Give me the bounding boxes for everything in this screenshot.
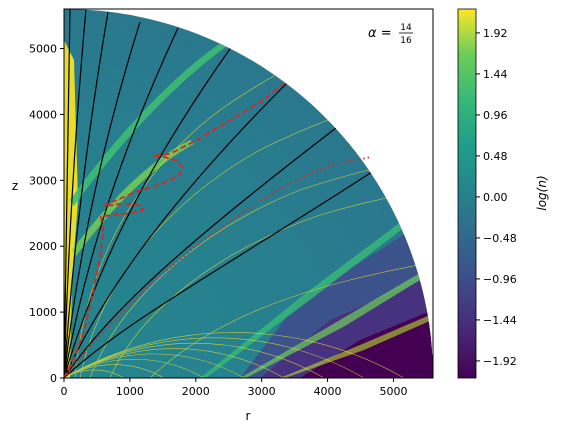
- x-tick-label: 5000: [379, 385, 407, 398]
- colorbar-tick-label: −0.48: [483, 232, 517, 245]
- x-tick-label: 0: [61, 385, 68, 398]
- y-tick-label: 4000: [29, 108, 57, 121]
- colorbar-tick-label: 0.48: [483, 150, 508, 163]
- red-dashed-streamline: [63, 80, 288, 379]
- alpha-annotation: α = 14 16: [368, 23, 413, 46]
- x-axis-label: r: [246, 409, 251, 423]
- colorbar-tick-label: 0.96: [483, 109, 508, 122]
- equatorial-band-3: [280, 315, 432, 378]
- alpha-denominator: 16: [400, 36, 412, 46]
- y-axis-label: z: [12, 179, 18, 193]
- y-axis-ticks: 0 1000 2000 3000 4000 5000: [29, 43, 64, 385]
- colorbar-tick-label: −1.92: [483, 355, 517, 368]
- colorbar-ticks: 1.92 1.44 0.96 0.48 0.00 −0.48 −0.96 −1.44 −1.92: [476, 27, 517, 368]
- red-dotted-streamline: [63, 156, 371, 379]
- jet-shell-band: [70, 40, 230, 206]
- x-axis-ticks: 0 1000 2000 3000 4000 5000: [61, 378, 407, 398]
- x-tick-label: 4000: [314, 385, 342, 398]
- equatorial-band-1: [200, 215, 414, 378]
- series-layer: [63, 80, 371, 379]
- alpha-numerator: 14: [400, 23, 412, 33]
- colorbar-tick-label: −0.96: [483, 273, 517, 286]
- colorbar: [457, 8, 477, 379]
- x-tick-label: 2000: [182, 385, 210, 398]
- y-tick-label: 5000: [29, 43, 57, 56]
- alpha-prefix: α =: [368, 26, 392, 41]
- colorbar-tick-label: 0.00: [483, 191, 508, 204]
- y-tick-label: 0: [50, 372, 57, 385]
- colorbar-tick-label: 1.92: [483, 27, 508, 40]
- y-tick-label: 3000: [29, 174, 57, 187]
- colorbar-tick-label: −1.44: [483, 314, 517, 327]
- y-tick-label: 2000: [29, 240, 57, 253]
- x-tick-label: 1000: [116, 385, 144, 398]
- equatorial-band-2: [240, 270, 428, 378]
- axes-frame: [63, 8, 434, 379]
- colorbar-label: log(n): [535, 175, 549, 210]
- y-tick-label: 1000: [29, 306, 57, 319]
- x-tick-label: 3000: [248, 385, 276, 398]
- field-lines: [64, 9, 373, 378]
- colorbar-tick-label: 1.44: [483, 68, 508, 81]
